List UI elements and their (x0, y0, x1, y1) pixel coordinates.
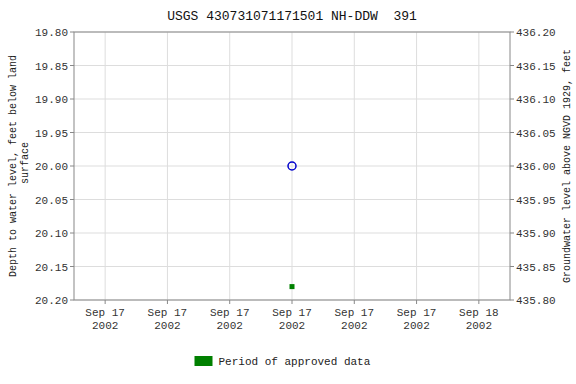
series (288, 162, 296, 170)
tick-label: Sep 172002 (397, 307, 437, 332)
text-line: Depth to water level, feet below land (8, 55, 19, 277)
legend-label: Period of approved data (219, 356, 371, 368)
tick (292, 300, 293, 304)
y-axis: 19.80 19.85 19.90 19.95 20.00 20.05 20.10 20.15… (35, 27, 74, 307)
point (290, 284, 295, 289)
tick-label: 436.20 (516, 27, 556, 39)
tick (510, 32, 514, 33)
background (0, 0, 576, 384)
tick (70, 99, 74, 100)
tick-label: 19.85 (35, 61, 68, 73)
tick (167, 300, 168, 304)
tick-label: 435.95 (516, 195, 556, 207)
text-line: Sep 17 (148, 307, 188, 319)
tick (229, 300, 230, 304)
chart: 19.80 19.85 19.90 19.95 20.00 20.05 20.10 20.15… (0, 0, 576, 384)
tick-label: 436.00 (516, 161, 556, 173)
tick (70, 266, 74, 267)
plot-frame (74, 32, 510, 300)
tick-label: Sep 172002 (210, 307, 250, 332)
axis-label: Groundwater level above NGVD 1929, feet (562, 49, 573, 283)
tick-label: Sep 172002 (334, 307, 374, 332)
tick-label: 19.90 (35, 94, 68, 106)
text-line: surface (20, 142, 31, 190)
tick-label: 19.80 (35, 27, 68, 39)
tick (70, 32, 74, 33)
grid-line (105, 32, 106, 300)
text-line: 2002 (466, 320, 492, 332)
tick-label: 435.85 (516, 262, 556, 274)
tick-label: 20.00 (35, 161, 68, 173)
tick-label: 20.05 (35, 195, 68, 207)
series (290, 284, 295, 289)
marks (288, 162, 296, 289)
grid-line (354, 32, 355, 300)
tick (510, 99, 514, 100)
axis-label: Depth to water level, feet below land su… (8, 55, 31, 277)
tick (478, 300, 479, 304)
tick (70, 233, 74, 234)
text-line: Sep 18 (459, 307, 499, 319)
point (288, 162, 296, 170)
tick (416, 300, 417, 304)
legend-swatch (195, 356, 213, 366)
grid-line (416, 32, 417, 300)
tick (70, 132, 74, 133)
tick-label: 20.20 (35, 295, 68, 307)
tick-label: Sep 182002 (459, 307, 499, 332)
tick (510, 300, 514, 301)
tick-label: 435.80 (516, 295, 556, 307)
grid-line (229, 32, 230, 300)
tick (70, 65, 74, 66)
tick (510, 65, 514, 66)
tick-label: 436.10 (516, 94, 556, 106)
text-line: 2002 (403, 320, 429, 332)
tick (105, 300, 106, 304)
tick-label: 20.10 (35, 228, 68, 240)
text-line: Sep 17 (272, 307, 312, 319)
tick-label: Sep 172002 (85, 307, 125, 332)
tick (510, 166, 514, 167)
text-line: Sep 17 (334, 307, 374, 319)
text-line: 2002 (217, 320, 243, 332)
text-line: Sep 17 (85, 307, 125, 319)
text-line: 2002 (92, 320, 118, 332)
tick (70, 300, 74, 301)
y2-axis: 436.20 436.15 436.10 436.05 436.00 435.95 435.… (510, 27, 556, 307)
tick (510, 199, 514, 200)
tick (510, 233, 514, 234)
tick-label: Sep 172002 (148, 307, 188, 332)
text-line: 2002 (341, 320, 367, 332)
title: USGS 430731071171501 NH-DDW 391 (167, 9, 417, 24)
grid-line (478, 32, 479, 300)
text-line: Sep 17 (210, 307, 250, 319)
tick (510, 266, 514, 267)
grid-line (167, 32, 168, 300)
x-axis: Sep 172002Sep 172002Sep 172002Sep 172002… (85, 300, 498, 332)
tick-label: 436.05 (516, 128, 556, 140)
grid-line (292, 32, 293, 300)
tick-label: 19.95 (35, 128, 68, 140)
tick-label: Sep 172002 (272, 307, 312, 332)
tick-label: 436.15 (516, 61, 556, 73)
legend: Period of approved data (195, 356, 371, 368)
text-line: 2002 (279, 320, 305, 332)
grid (74, 32, 510, 300)
tick-label: 435.90 (516, 228, 556, 240)
tick-label: 20.15 (35, 262, 68, 274)
tick (70, 166, 74, 167)
tick (510, 132, 514, 133)
text-line: 2002 (154, 320, 180, 332)
text-line: Sep 17 (397, 307, 437, 319)
tick (354, 300, 355, 304)
tick (70, 199, 74, 200)
